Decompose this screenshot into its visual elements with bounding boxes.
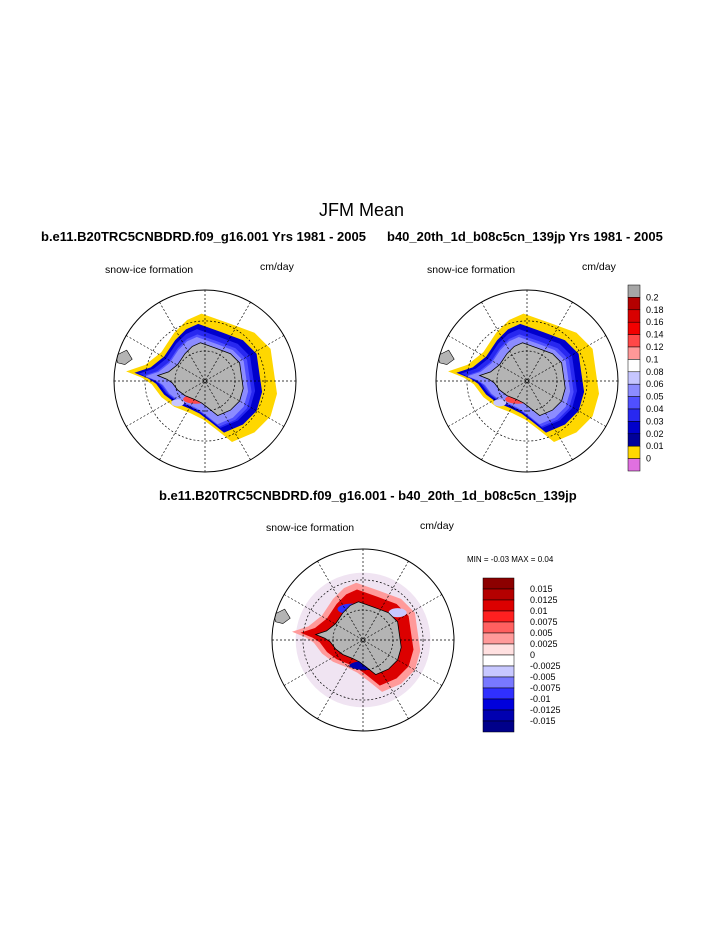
colorbar-swatch-12 [482,709,515,722]
map-border [271,548,455,732]
colorbar-tick-label: 0.0075 [530,617,558,627]
colorbar-swatch-9 [627,396,641,410]
colorbar-tick-label: 0.05 [646,392,664,402]
map-border [113,289,297,473]
latitude-circle-1 [144,320,266,442]
colorbar-swatch-0 [482,577,515,590]
colorbar-tick-label: 0 [646,454,651,464]
colorbar-swatch-13 [482,720,515,733]
south-america-land [115,349,133,365]
colorbar-tick-label: 0.14 [646,330,664,340]
colorbar-swatch-5 [627,346,641,360]
colorbar-swatch-1 [627,297,641,311]
colorbar-tick-label: -0.0125 [530,705,561,715]
colorbar-swatch-12 [627,433,641,447]
panel2-units-label: cm/day [582,261,616,273]
antarctica-land [314,601,402,676]
colorbar-swatch-7 [627,371,641,385]
diff-units-label: cm/day [420,520,454,532]
colorbar-swatch-4 [627,334,641,348]
colorbar-swatch-9 [482,676,515,689]
panel1-variable-label: snow-ice formation [105,264,194,276]
map-panel-3 [271,548,455,732]
colorbar-swatch-2 [482,599,515,612]
panel2-case-title: b40_20th_1d_b08c5cn_139jp Yrs 1981 - 200… [387,229,663,244]
diff-minmax-label: MIN = -0.03 MAX = 0.04 [467,555,554,564]
colorbar-swatch-10 [627,408,641,422]
colorbar-swatch-11 [482,698,515,711]
colorbar-1: 0.2 0.18 0.16 0.14 0.12 0.1 0.08 0.06 0.05 0.04 0.… [627,284,664,472]
colorbar-tick-label: 0.03 [646,416,664,426]
colorbar-swatch-10 [482,687,515,700]
latitude-circle-1 [466,320,588,442]
diff-negative-patch-3 [388,608,407,618]
colorbar-swatch-2 [627,309,641,323]
colorbar-tick-label: 0.18 [646,305,664,315]
colorbar-tick-label: -0.005 [530,672,556,682]
colorbar-swatch-3 [482,610,515,623]
panel2-variable-label: snow-ice formation [427,264,516,276]
colorbar-tick-label: 0 [530,650,535,660]
colorbar-swatch-6 [482,643,515,656]
light-region [493,399,507,407]
colorbar-swatch-8 [482,665,515,678]
panel1-units-label: cm/day [260,261,294,273]
colorbar-swatch-13 [627,445,641,459]
colorbar-tick-label: 0.1 [646,354,659,364]
colorbar-swatch-3 [627,321,641,335]
colorbar-tick-label: 0.12 [646,342,664,352]
diff-variable-label: snow-ice formation [266,522,355,534]
light-region [171,399,185,407]
colorbar-tick-label: 0.2 [646,292,659,302]
page-title: JFM Mean [318,200,405,220]
antarctica-land [156,342,244,417]
colorbar-swatch-7 [482,654,515,667]
colorbar-tick-label: -0.0025 [530,661,561,671]
colorbar-tick-label: 0.04 [646,404,664,414]
south-america-land [437,349,455,365]
map-panel-2 [435,289,619,473]
colorbar-tick-label: 0.08 [646,367,664,377]
colorbar-tick-label: 0.02 [646,429,664,439]
colorbar-tick-label: -0.015 [530,716,556,726]
panel1-case-title: b.e11.B20TRC5CNBDRD.f09_g16.001 Yrs 1981… [41,229,366,244]
south-america-land [273,608,291,624]
colorbar-swatch-8 [627,383,641,397]
colorbar-swatch-4 [482,621,515,634]
colorbar-swatch-5 [482,632,515,645]
map-border [435,289,619,473]
colorbar-swatch-11 [627,421,641,435]
colorbar-tick-label: -0.0075 [530,683,561,693]
colorbar-tick-label: 0.005 [530,628,553,638]
colorbar-swatch-14 [627,458,641,472]
latitude-circle-1 [302,579,424,701]
colorbar-tick-label: 0.0125 [530,595,558,605]
colorbar-3: 0.0150.01250.010.00750.0050.00250-0.0025… [482,577,561,733]
colorbar-tick-label: 0.16 [646,317,664,327]
colorbar-swatch-0 [627,284,641,298]
colorbar-swatch-6 [627,359,641,373]
antarctica-land [478,342,566,417]
colorbar-tick-label: 0.01 [646,441,664,451]
colorbar-tick-label: 0.01 [530,606,548,616]
colorbar-tick-label: 0.0025 [530,639,558,649]
diff-case-title: b.e11.B20TRC5CNBDRD.f09_g16.001 - b40_20… [159,488,577,503]
colorbar-tick-label: 0.015 [530,584,553,594]
colorbar-swatch-1 [482,588,515,601]
colorbar-tick-label: 0.06 [646,379,664,389]
map-panel-1 [113,289,297,473]
colorbar-tick-label: -0.01 [530,694,551,704]
